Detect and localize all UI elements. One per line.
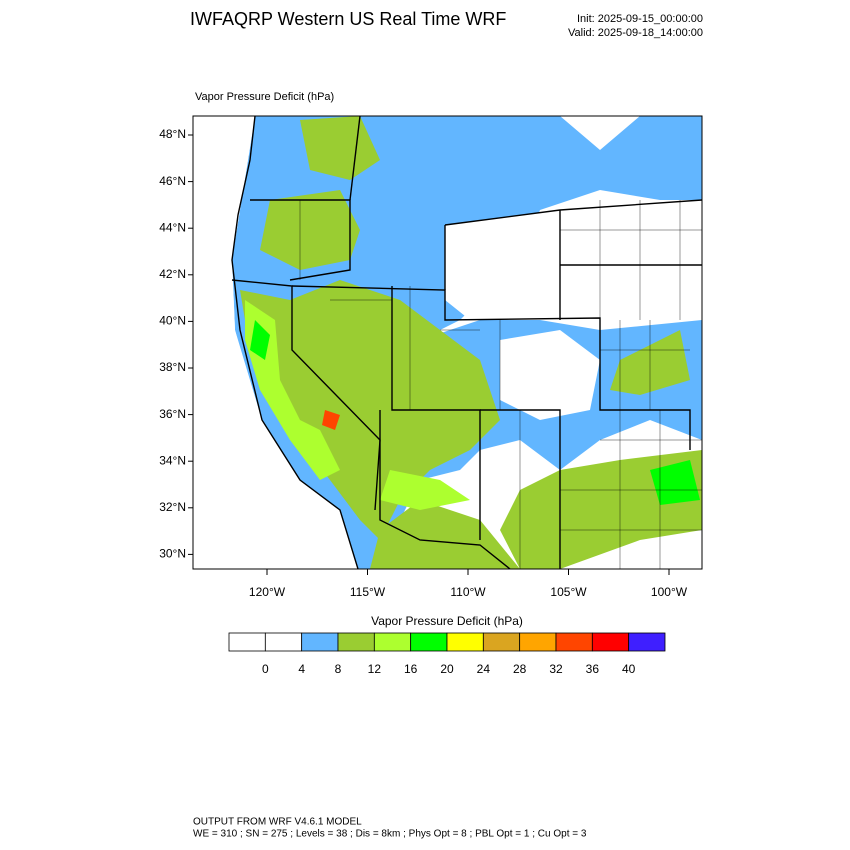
colorbar-box (337, 632, 375, 652)
field-label: Vapor Pressure Deficit (hPa) (195, 91, 334, 103)
colorbar-label: 20 (440, 662, 454, 676)
lat-label: 30°N (159, 547, 186, 561)
colorbar-label: 4 (298, 662, 305, 676)
lat-label: 36°N (159, 407, 186, 421)
lon-label: 100°W (651, 585, 688, 599)
lon-label: 110°W (450, 585, 486, 599)
colorbar-label: 0 (262, 662, 269, 676)
colorbar-title: Vapor Pressure Deficit (hPa) (371, 614, 523, 628)
colorbar-box (228, 632, 266, 652)
colorbar-box (373, 632, 412, 652)
lat-label: 32°N (159, 500, 186, 514)
colorbar-box (519, 632, 557, 652)
lat-label: 46°N (159, 174, 186, 188)
lon-label: 120°W (249, 585, 286, 599)
colorbar-label: 40 (622, 662, 636, 676)
colorbar: 0 4 8 12 16 20 24 28 32 36 40 (228, 632, 666, 676)
colorbar-label: 12 (368, 662, 382, 676)
lon-label: 105°W (550, 585, 587, 599)
map (192, 115, 703, 570)
colorbar-box (446, 632, 484, 652)
lat-label: 34°N (159, 453, 186, 467)
colorbar-label: 28 (513, 662, 527, 676)
footer-line: WE = 310 ; SN = 275 ; Levels = 38 ; Dis … (193, 829, 587, 840)
colorbar-box (301, 632, 339, 652)
init-time: Init: 2025-09-15_00:00:00 (577, 13, 703, 25)
colorbar-label: 16 (404, 662, 418, 676)
colorbar-box (628, 632, 666, 652)
lat-label: 40°N (159, 314, 186, 328)
footer-line: OUTPUT FROM WRF V4.6.1 MODEL (193, 817, 362, 828)
colorbar-box (482, 632, 521, 652)
colorbar-label: 32 (549, 662, 563, 676)
valid-time: Valid: 2025-09-18_14:00:00 (568, 27, 703, 39)
title: IWFAQRP Western US Real Time WRF (190, 9, 506, 29)
lon-labels: 120°W 115°W 110°W 105°W 100°W (249, 569, 688, 599)
lat-label: 42°N (159, 267, 186, 281)
colorbar-box (555, 632, 593, 652)
lat-label: 44°N (159, 220, 186, 234)
colorbar-box (591, 632, 630, 652)
lat-label: 38°N (159, 360, 186, 374)
colorbar-label: 24 (477, 662, 491, 676)
colorbar-box (410, 632, 448, 652)
colorbar-label: 8 (335, 662, 342, 676)
lat-labels: 48°N 46°N 44°N 42°N 40°N 38°N 36°N 34°N 32°N 30°N (159, 127, 193, 561)
colorbar-label: 36 (586, 662, 600, 676)
lat-label: 48°N (159, 127, 186, 141)
colorbar-box (264, 632, 303, 652)
lon-label: 115°W (350, 585, 386, 599)
